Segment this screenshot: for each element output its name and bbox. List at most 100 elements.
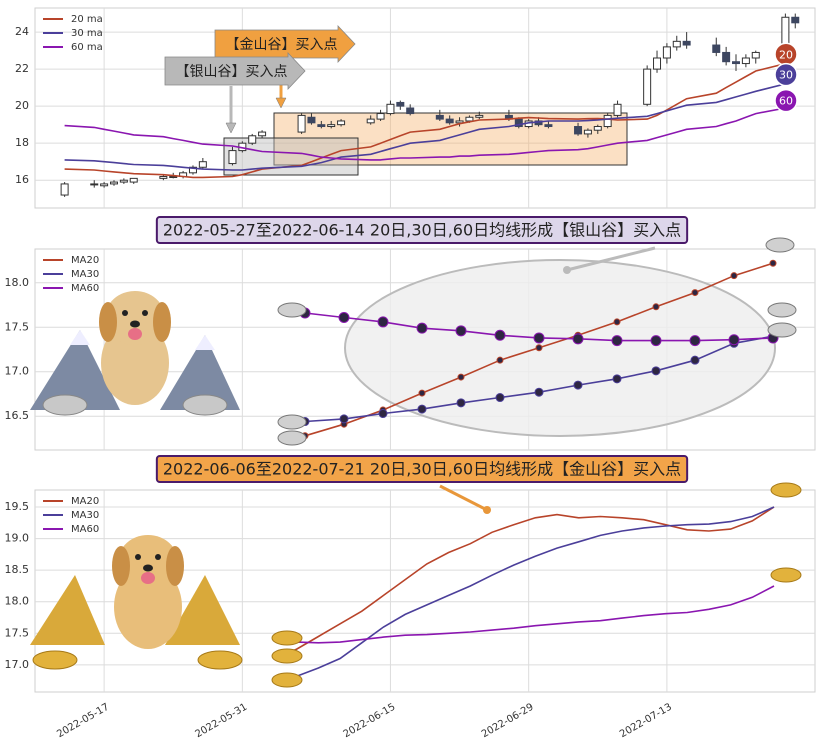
candle-body xyxy=(465,116,474,122)
decoration xyxy=(114,565,182,649)
legend-label: MA60 xyxy=(71,283,99,294)
decoration xyxy=(112,546,130,586)
candle-body xyxy=(119,179,128,183)
pointer-arrow xyxy=(439,484,488,512)
candle-body xyxy=(60,183,69,196)
decoration xyxy=(32,650,78,670)
candle-body xyxy=(475,114,484,118)
y-tick-label: 17.5 xyxy=(5,320,30,333)
decoration xyxy=(118,535,178,589)
decoration xyxy=(271,648,303,664)
y-tick-label: 20 xyxy=(15,99,29,112)
annotation-text: 【银山谷】买入点 xyxy=(176,64,288,80)
annotation-arrow-box xyxy=(164,51,306,91)
decoration xyxy=(30,575,105,645)
candle-body xyxy=(386,103,395,115)
panel-title: 2022-06-06至2022-07-21 20日,30日,60日均线形成【金山… xyxy=(163,460,681,479)
annotation-text: 【金山谷】买入点 xyxy=(226,37,338,53)
marker xyxy=(689,335,701,347)
y-tick-label: 17.0 xyxy=(5,658,30,671)
candle-body xyxy=(307,116,316,124)
y-tick-label: 22 xyxy=(15,62,29,75)
ma-line xyxy=(64,99,796,161)
marker xyxy=(690,355,700,365)
marker xyxy=(534,387,544,397)
decoration xyxy=(770,482,802,498)
panel-title: 2022-05-27至2022-06-14 20日,30日,60日均线形成【银山… xyxy=(163,221,681,240)
decoration xyxy=(130,320,140,328)
marker xyxy=(533,332,545,344)
candle-body xyxy=(662,46,671,59)
candle-body xyxy=(337,120,346,126)
marker xyxy=(769,259,777,267)
marker xyxy=(652,303,660,311)
decoration xyxy=(165,575,240,645)
candle-body xyxy=(672,40,681,48)
y-tick-label: 19.0 xyxy=(5,532,30,545)
decoration xyxy=(42,394,88,416)
marker xyxy=(455,325,467,337)
decoration xyxy=(135,554,141,560)
ma-line xyxy=(274,585,775,644)
candle-body xyxy=(100,183,109,187)
marker xyxy=(691,289,699,297)
marker xyxy=(378,409,388,419)
y-tick-label: 19.5 xyxy=(5,500,30,513)
candle-body xyxy=(653,57,662,70)
candle-body xyxy=(90,183,99,186)
ma-line xyxy=(64,53,796,179)
y-tick-label: 18.5 xyxy=(5,563,30,576)
decoration xyxy=(767,302,797,318)
annotation-pointer-head xyxy=(225,122,237,134)
y-tick-label: 24 xyxy=(15,25,29,38)
candle-body xyxy=(198,161,207,168)
decoration xyxy=(70,330,90,345)
candle-body xyxy=(169,176,178,179)
decoration xyxy=(30,330,120,410)
y-tick-label: 17.5 xyxy=(5,626,30,639)
decoration xyxy=(197,650,243,670)
candle-body xyxy=(682,40,691,46)
candle-body xyxy=(228,150,237,165)
candle-body xyxy=(317,124,326,128)
annotation-pointer-head xyxy=(275,97,287,109)
ma-line xyxy=(274,506,775,684)
candle-body xyxy=(376,113,385,120)
plot-area xyxy=(34,7,816,209)
badge xyxy=(774,62,798,87)
legend-label: MA30 xyxy=(71,510,99,521)
candle-body xyxy=(327,124,336,128)
decoration xyxy=(160,335,240,410)
badge xyxy=(774,88,798,113)
marker xyxy=(418,389,426,397)
decoration xyxy=(182,394,228,416)
decoration xyxy=(271,630,303,646)
decoration xyxy=(277,302,307,318)
marker xyxy=(416,322,428,334)
legend-label: MA20 xyxy=(71,496,99,507)
candle-body xyxy=(435,114,444,120)
marker xyxy=(494,329,506,341)
marker xyxy=(456,398,466,408)
candle-body xyxy=(751,51,760,59)
marker xyxy=(417,404,427,414)
legend-label: 30 ma xyxy=(71,28,103,39)
candle-body xyxy=(297,114,306,133)
candle-body xyxy=(129,177,138,183)
marker xyxy=(613,318,621,326)
marker xyxy=(496,356,504,364)
decoration xyxy=(277,430,307,446)
highlight-ellipse xyxy=(344,259,776,437)
candle-body xyxy=(396,101,405,107)
panel-title-box xyxy=(155,216,689,244)
decoration xyxy=(767,322,797,338)
marker xyxy=(611,335,623,347)
y-tick-label: 18 xyxy=(15,136,29,149)
candle-body xyxy=(613,103,622,116)
candle-body xyxy=(583,129,592,135)
candle-body xyxy=(258,131,267,137)
marker xyxy=(651,366,661,376)
decoration xyxy=(770,567,802,583)
candle-body xyxy=(722,51,731,63)
